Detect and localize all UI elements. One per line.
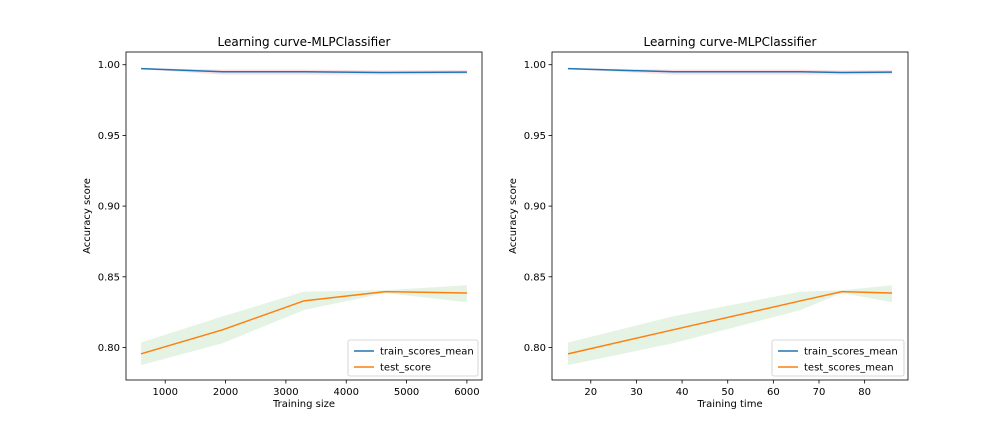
x-axis-label: Training time [696, 399, 762, 410]
legend-box [771, 339, 905, 377]
x-tick-label: 30 [630, 387, 643, 398]
chart-panel-training-time: 20 30 40 50 60 70 80 0.80 0.85 0.90 0.95 1.00 Learni… [508, 35, 909, 410]
chart-panel-training-size: 1000 2000 3000 4000 5000 6000 0.80 0.85 0.90 0.95… [82, 35, 483, 410]
confidence-band-test-scores-mean [567, 285, 893, 366]
x-tick-label: 60 [767, 387, 780, 398]
x-tick-label: 70 [813, 387, 826, 398]
x-tick-label: 6000 [454, 387, 479, 398]
legend-label: train_scores_mean [380, 347, 474, 358]
series-line-train-scores-mean [141, 67, 467, 74]
legend-label: test_score [380, 363, 431, 374]
x-tick-label: 50 [721, 387, 734, 398]
y-tick-label: 0.85 [98, 272, 120, 283]
chart-title: Learning curve-MLPClassifier [218, 35, 391, 49]
legend-label: test_scores_mean [804, 363, 894, 374]
x-tick-label: 4000 [334, 387, 359, 398]
chart-title: Learning curve-MLPClassifier [644, 35, 817, 49]
legend: train_scores_mean test_scores_mean [771, 339, 905, 377]
y-tick-label: 1.00 [98, 60, 120, 71]
series-line-train-scores-mean [567, 67, 893, 74]
y-axis-label: Accuracy score [508, 178, 519, 254]
y-tick-label: 0.80 [524, 343, 546, 354]
y-axis-label: Accuracy score [82, 178, 93, 254]
y-tick-label: 0.90 [524, 202, 546, 213]
y-tick-label: 1.00 [524, 60, 546, 71]
x-tick-label: 80 [858, 387, 871, 398]
legend-box [347, 339, 479, 377]
series-line-test-score [140, 290, 467, 355]
y-tick-label: 0.95 [98, 131, 120, 142]
x-tick-label: 20 [584, 387, 597, 398]
plot-area-frame [125, 51, 483, 381]
x-tick-label: 3000 [273, 387, 298, 398]
y-tick-label: 0.90 [98, 202, 120, 213]
x-tick-label: 40 [676, 387, 689, 398]
x-tick-label: 5000 [394, 387, 419, 398]
plot-area-frame [551, 51, 909, 381]
x-tick-label: 1000 [152, 387, 177, 398]
series-line-test-scores-mean [567, 290, 893, 355]
legend-label: train_scores_mean [804, 347, 898, 358]
y-tick-label: 0.95 [524, 131, 546, 142]
y-tick-label: 0.85 [524, 272, 546, 283]
x-tick-label: 2000 [213, 387, 238, 398]
legend: train_scores_mean test_score [347, 339, 479, 377]
y-tick-label: 0.80 [98, 343, 120, 354]
x-axis-label: Training size [272, 399, 335, 410]
